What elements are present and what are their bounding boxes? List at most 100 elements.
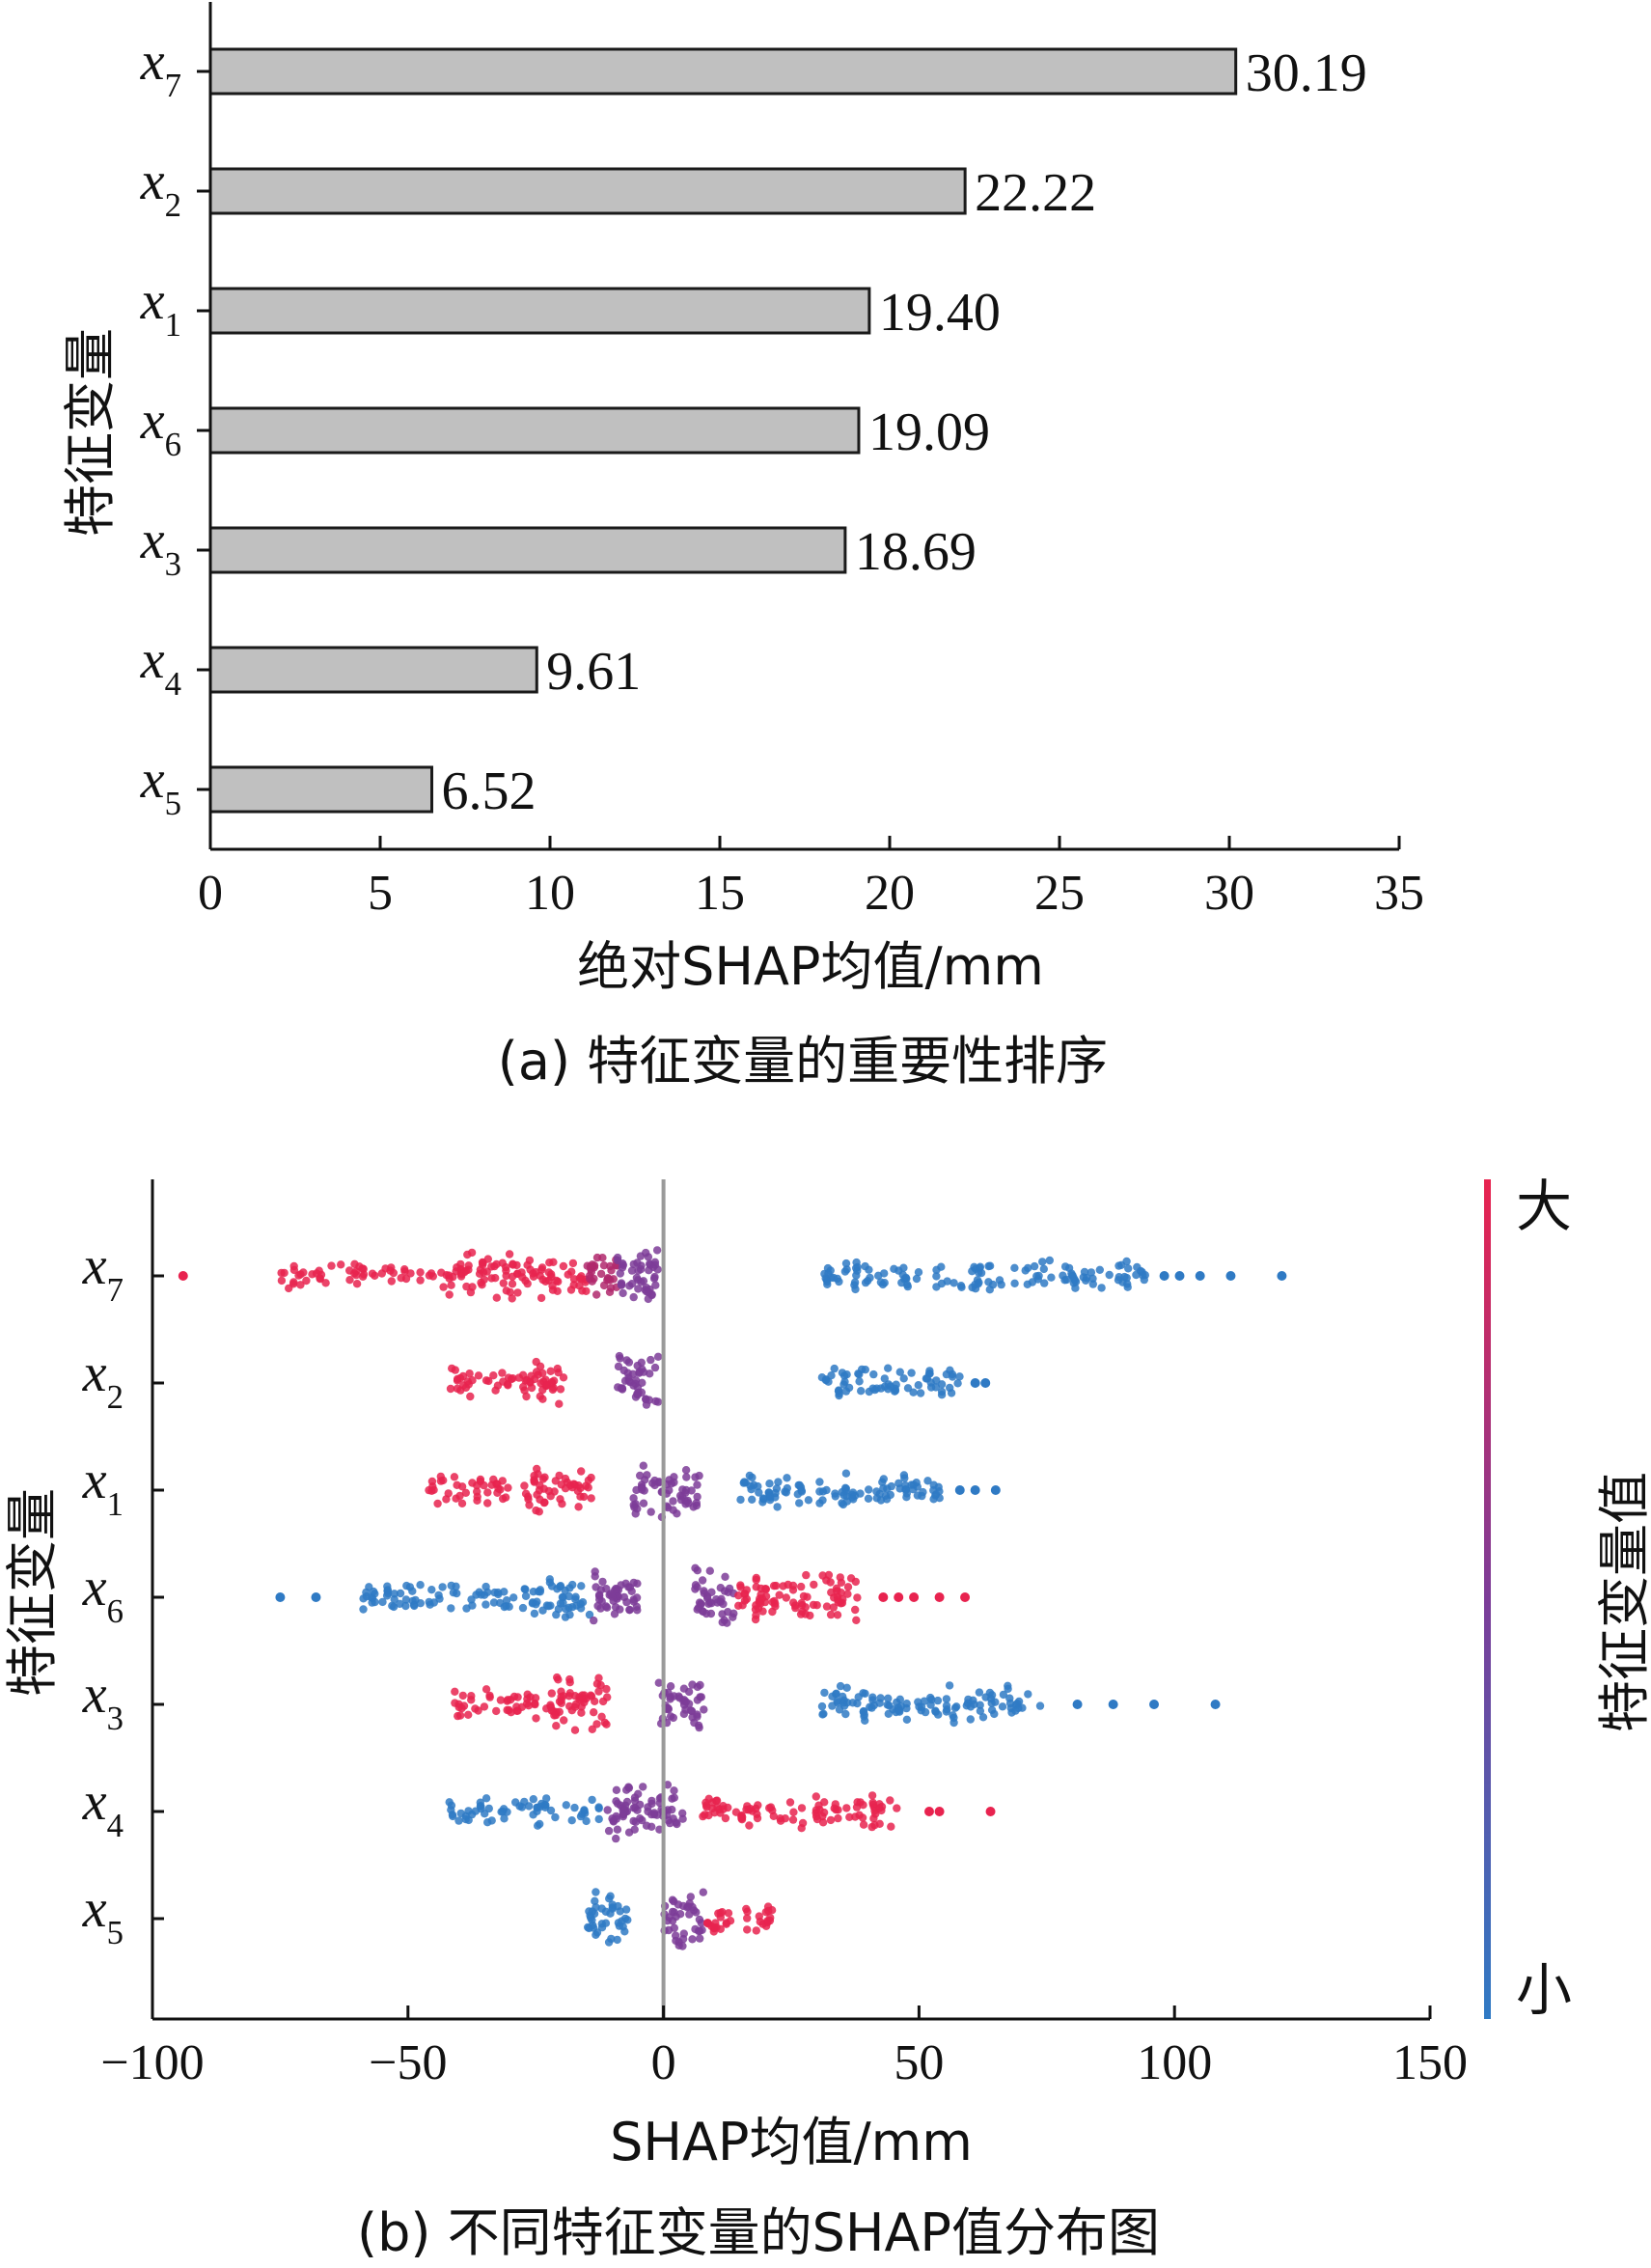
shap-point: [679, 1709, 689, 1719]
shap-point: [833, 1611, 842, 1619]
shap-point: [483, 1488, 492, 1497]
shap-point: [453, 1589, 461, 1598]
shap-point: [294, 1271, 303, 1280]
shap-point: [617, 1280, 626, 1289]
shap-point: [482, 1794, 491, 1803]
x-tick-label: 15: [695, 866, 745, 921]
shap-point: [416, 1268, 425, 1277]
shap-point: [664, 1703, 673, 1713]
shap-point: [851, 1605, 860, 1615]
shap-point: [696, 1934, 704, 1943]
shap-point: [852, 1616, 861, 1625]
shap-point: [632, 1485, 641, 1495]
shap-point: [880, 1374, 889, 1383]
shap-point: [782, 1593, 790, 1602]
shap-point: [1095, 1265, 1105, 1275]
shap-point: [630, 1796, 640, 1806]
shap-point: [568, 1258, 578, 1268]
shap-point: [521, 1591, 531, 1601]
shap-point: [1114, 1261, 1123, 1270]
shap-point: [949, 1718, 958, 1728]
shap-point: [390, 1590, 399, 1598]
shap-outlier: [878, 1592, 889, 1602]
shap-outlier: [980, 1378, 991, 1388]
shap-point: [946, 1383, 954, 1393]
shap-point: [456, 1272, 466, 1281]
shap-point: [639, 1461, 647, 1470]
shap-point: [942, 1701, 951, 1710]
shap-point: [505, 1705, 513, 1715]
shap-point: [868, 1693, 877, 1701]
shap-point: [552, 1722, 561, 1730]
shap-point: [522, 1392, 531, 1401]
shap-point: [650, 1363, 660, 1372]
shap-point: [976, 1262, 985, 1271]
shap-point: [636, 1252, 646, 1260]
shap-point: [1140, 1275, 1149, 1285]
shap-point: [592, 1888, 600, 1896]
shap-point: [587, 1494, 595, 1503]
shap-point: [548, 1286, 558, 1294]
shap-point: [997, 1280, 1005, 1289]
y-tick-label: x7: [82, 1236, 124, 1309]
shap-point: [693, 1696, 702, 1704]
shap-point: [748, 1495, 757, 1505]
y-tick-label: x4: [82, 1772, 124, 1844]
shap-point: [591, 1567, 599, 1576]
shap-point: [368, 1598, 376, 1607]
bar-value-label: 9.61: [546, 642, 641, 702]
shap-point: [500, 1814, 509, 1823]
shap-point: [679, 1684, 689, 1693]
shap-point: [774, 1478, 783, 1486]
shap-point: [840, 1377, 849, 1386]
shap-point: [695, 1915, 704, 1924]
shap-point: [746, 1805, 755, 1813]
shap-point: [390, 1595, 399, 1604]
shap-point: [567, 1816, 576, 1825]
y-tick-label: x7: [140, 32, 181, 104]
shap-point: [508, 1280, 517, 1288]
shap-point: [474, 1706, 482, 1715]
shap-point: [902, 1489, 911, 1498]
shap-point: [605, 1895, 614, 1903]
shap-point: [368, 1269, 377, 1278]
shap-point: [587, 1913, 595, 1922]
shap-point: [852, 1803, 862, 1812]
shap-point: [848, 1699, 857, 1707]
shap-point: [502, 1286, 510, 1295]
shap-point: [603, 1806, 612, 1814]
shap-point: [498, 1477, 507, 1485]
shap-point: [629, 1816, 638, 1826]
shap-point: [614, 1383, 622, 1392]
shap-point: [663, 1503, 673, 1512]
shap-point: [670, 1473, 678, 1481]
shap-point: [523, 1690, 532, 1699]
shap-point: [789, 1598, 798, 1607]
shap-point: [1133, 1262, 1142, 1272]
shap-point: [844, 1383, 854, 1393]
shap-point: [818, 1487, 828, 1496]
shap-point: [416, 1581, 425, 1590]
shap-point: [570, 1803, 579, 1812]
shap-point: [509, 1260, 517, 1269]
shap-point: [584, 1922, 592, 1932]
shap-point: [542, 1794, 551, 1803]
shap-point: [505, 1250, 514, 1258]
shap-point: [502, 1596, 511, 1605]
shap-point: [654, 1678, 663, 1687]
shap-point: [492, 1293, 501, 1302]
shap-point: [575, 1274, 584, 1283]
shap-point: [916, 1389, 925, 1397]
shap-point: [795, 1499, 804, 1507]
shap-point: [585, 1610, 594, 1619]
shap-point: [453, 1263, 461, 1272]
shap-point: [557, 1699, 565, 1708]
shap-point: [937, 1279, 947, 1288]
shap-point: [712, 1796, 722, 1805]
shap-point: [769, 1812, 778, 1821]
shap-point: [824, 1269, 833, 1278]
shap-point: [552, 1276, 561, 1286]
shap-point: [897, 1278, 906, 1287]
shap-point: [976, 1706, 985, 1716]
shap-point: [504, 1483, 512, 1492]
